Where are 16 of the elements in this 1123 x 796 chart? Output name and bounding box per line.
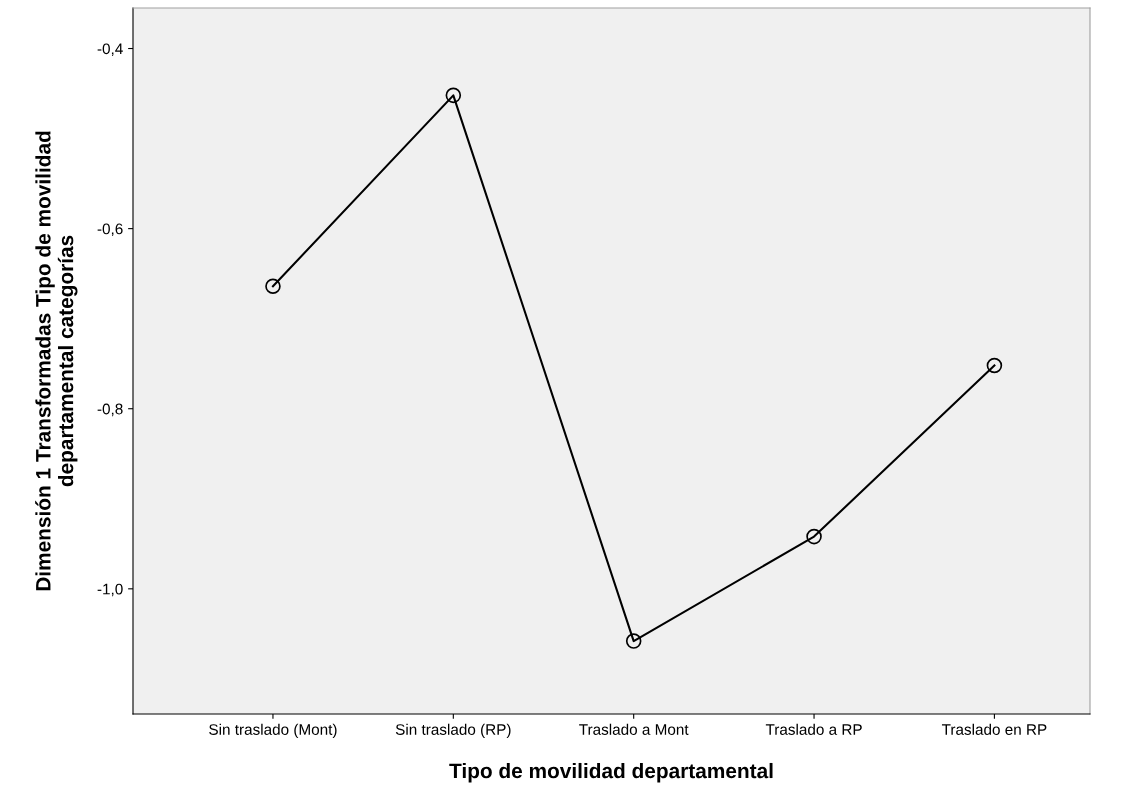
x-tick-label: Traslado en RP bbox=[941, 723, 1047, 735]
y-tick-label: -0,4 bbox=[97, 43, 123, 57]
y-tick-label: -0,8 bbox=[97, 403, 123, 417]
point bbox=[265, 278, 281, 295]
x-axis-title: Tipo de movilidad departamental bbox=[449, 762, 773, 783]
x-tick-label: Sin traslado (Mont) bbox=[209, 723, 337, 738]
point bbox=[625, 633, 642, 649]
point bbox=[806, 528, 822, 545]
y-tick-label: -1,0 bbox=[97, 583, 123, 597]
x-tick-label: Traslado a RP bbox=[765, 723, 862, 735]
point bbox=[445, 87, 462, 104]
point bbox=[986, 357, 1003, 374]
y-tick-label: -0,6 bbox=[97, 223, 123, 237]
x-tick-label: Sin traslado (RP) bbox=[395, 723, 511, 738]
x-tick-label: Traslado a Mont bbox=[579, 723, 689, 735]
y-axis-title: Dimensión 1 Transformadas Tipo de movilidad departamental categorías bbox=[35, 131, 78, 591]
